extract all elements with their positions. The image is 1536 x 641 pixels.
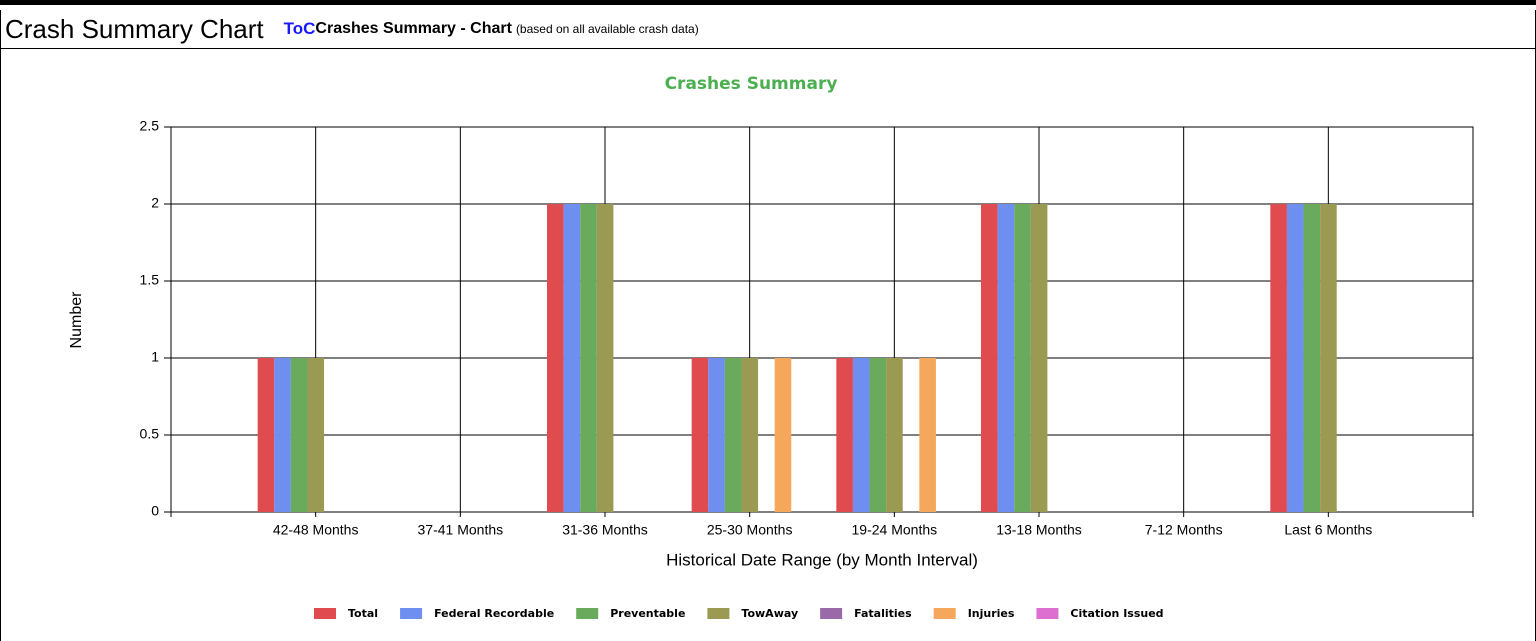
legend-swatch bbox=[576, 608, 599, 619]
legend-label: Total bbox=[348, 607, 378, 620]
bar bbox=[741, 358, 759, 512]
toc-link[interactable]: ToC bbox=[283, 19, 316, 38]
legend-label: Federal Recordable bbox=[434, 607, 554, 620]
bar bbox=[257, 358, 275, 512]
bar bbox=[919, 358, 936, 512]
bar bbox=[547, 204, 564, 512]
x-tick-label: 42-48 Months bbox=[273, 522, 359, 538]
y-axis-label: Number bbox=[68, 291, 85, 349]
legend-swatch bbox=[933, 608, 956, 619]
bar bbox=[1320, 204, 1337, 512]
x-axis-label: Historical Date Range (by Month Interval… bbox=[666, 550, 978, 569]
legend-swatch bbox=[400, 608, 423, 619]
legend-label: TowAway bbox=[741, 607, 798, 620]
bar bbox=[1014, 204, 1031, 512]
legend-label: Preventable bbox=[610, 607, 685, 620]
bar bbox=[869, 358, 887, 512]
chart-title: Crashes Summary bbox=[665, 74, 838, 94]
bar bbox=[1286, 204, 1304, 512]
x-tick-label: Last 6 Months bbox=[1284, 522, 1372, 538]
bar bbox=[563, 204, 581, 512]
x-tick-label: 25-30 Months bbox=[707, 522, 793, 538]
y-tick-label: 0 bbox=[151, 503, 159, 519]
bar bbox=[774, 358, 792, 512]
bar bbox=[290, 358, 308, 512]
legend-label: Injuries bbox=[968, 607, 1015, 620]
bar bbox=[1270, 204, 1287, 512]
legend-swatch bbox=[1036, 608, 1059, 619]
header: Crash Summary Chart ToCCrashes Summary - … bbox=[0, 10, 1536, 48]
section-title: Crashes Summary - Chart bbox=[315, 20, 512, 37]
x-tick-label: 19-24 Months bbox=[852, 522, 938, 538]
bar bbox=[1030, 204, 1048, 512]
x-tick-label: 7-12 Months bbox=[1145, 522, 1223, 538]
legend-swatch bbox=[820, 608, 843, 619]
bar bbox=[708, 358, 725, 512]
y-tick-label: 0.5 bbox=[140, 426, 160, 442]
legend-label: Fatalities bbox=[854, 607, 912, 620]
legend-swatch bbox=[314, 608, 336, 619]
legend-label: Citation Issued bbox=[1070, 607, 1163, 620]
y-tick-label: 2 bbox=[151, 195, 159, 211]
x-tick-label: 37-41 Months bbox=[418, 522, 504, 538]
bar bbox=[852, 358, 870, 512]
x-tick-label: 13-18 Months bbox=[996, 522, 1082, 538]
x-tick-label: 31-36 Months bbox=[562, 522, 648, 538]
y-tick-label: 2.5 bbox=[140, 118, 160, 134]
section-note: (based on all available crash data) bbox=[515, 22, 699, 36]
bar bbox=[274, 358, 291, 512]
y-tick-label: 1 bbox=[151, 349, 159, 365]
bar bbox=[886, 358, 903, 512]
bar bbox=[981, 204, 998, 512]
bar bbox=[691, 358, 709, 512]
bar bbox=[580, 204, 597, 512]
page-title: Crash Summary Chart bbox=[5, 14, 264, 44]
chart: Crashes Summary Historical Date Range (b… bbox=[68, 74, 1474, 620]
bar bbox=[1303, 204, 1321, 512]
bar bbox=[307, 358, 325, 512]
bar bbox=[596, 204, 614, 512]
bar bbox=[997, 204, 1015, 512]
bar bbox=[724, 358, 742, 512]
legend-swatch bbox=[707, 608, 730, 619]
chart-box: Crashes Summary Historical Date Range (b… bbox=[0, 48, 1536, 641]
y-tick-label: 1.5 bbox=[140, 272, 160, 288]
bar bbox=[836, 358, 853, 512]
